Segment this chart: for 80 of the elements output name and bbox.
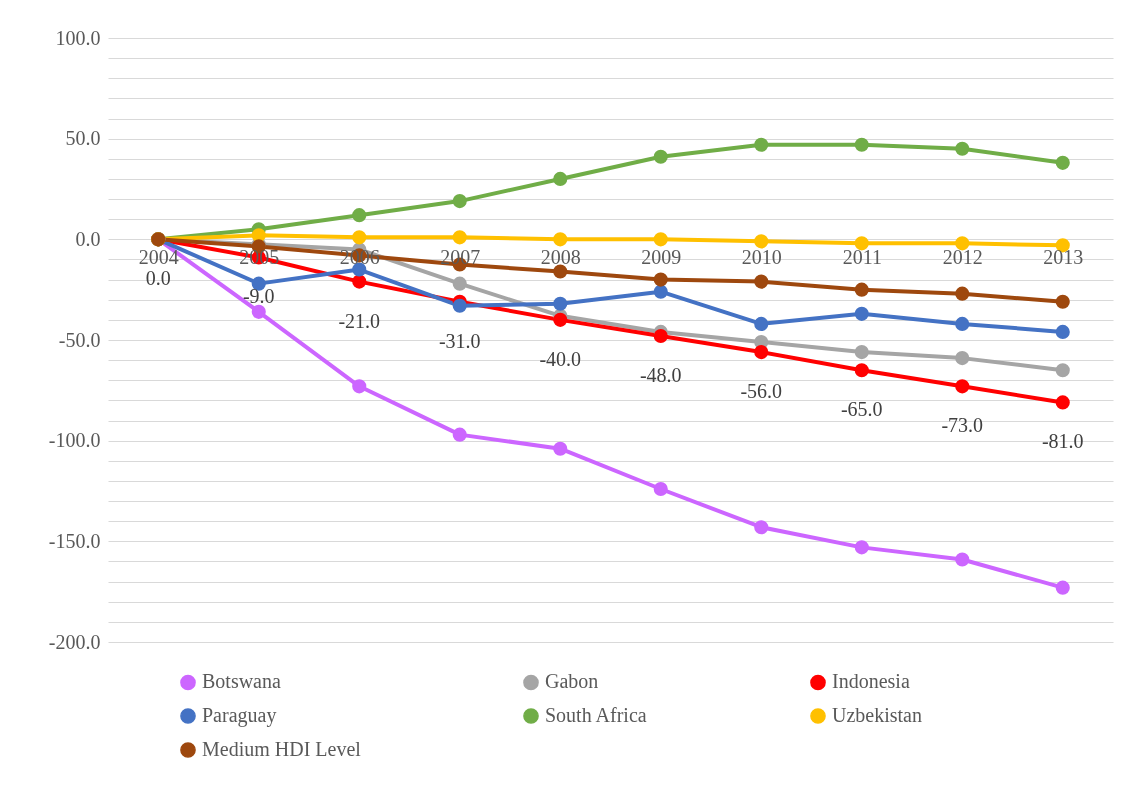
data-label: 0.0 [145,267,171,290]
y-tick-label: 0.0 [75,227,101,250]
x-tick-label: 2011 [842,245,882,268]
y-tick-label: -200.0 [48,630,101,653]
data-label: -48.0 [639,363,682,386]
point [955,316,970,331]
point [553,441,568,456]
y-tick-label: 100.0 [55,26,101,49]
point [352,274,367,289]
point [553,264,568,279]
y-tick-label: -50.0 [58,328,101,351]
x-tick-label: 2006 [339,245,380,268]
x-tick-label: 2009 [641,245,682,268]
data-label: -56.0 [740,380,783,403]
x-tick-label: 2010 [741,245,782,268]
point [352,208,367,223]
x-tick-label: 2004 [138,245,179,268]
point [452,230,467,245]
point [854,540,869,555]
point [1055,294,1070,309]
point [653,272,668,287]
point [553,171,568,186]
point [955,351,970,366]
data-label: -73.0 [941,414,984,437]
point [452,276,467,291]
point [251,304,266,319]
point [653,328,668,344]
legend-label: Paraguay [202,704,277,727]
point [553,312,568,327]
point [754,316,769,331]
legend-label: Gabon [545,670,599,693]
y-tick-label: 50.0 [65,127,101,150]
point [754,345,769,360]
point [955,286,970,301]
point [1055,324,1070,339]
point [352,230,367,245]
point [1055,363,1070,378]
point [553,296,568,311]
point [854,236,869,251]
x-tick-label: 2012 [942,245,983,268]
point [955,379,970,394]
point [754,274,769,289]
data-label: -21.0 [338,309,381,332]
point [1055,580,1070,595]
data-label: -31.0 [438,329,481,352]
legend-label: South Africa [545,704,647,726]
y-tick-label: -100.0 [48,429,101,452]
point [452,194,467,209]
x-tick-label: 2008 [540,245,581,268]
data-label: -9.0 [242,285,275,308]
point [452,427,467,442]
point [1055,155,1070,170]
point [754,520,769,535]
point [754,137,769,152]
data-label: -40.0 [539,347,582,370]
point [854,306,869,321]
legend-label: Botswana [202,670,281,693]
point [352,379,367,394]
point [452,298,467,313]
x-tick-label: 2013 [1043,245,1084,268]
data-label: -81.0 [1041,430,1084,453]
point [955,552,970,567]
point [854,282,869,297]
point [1055,395,1070,410]
legend-label: Indonesia [832,670,910,693]
point [955,236,970,251]
y-tick-label: -150.0 [48,529,101,552]
point [553,232,568,247]
point [653,481,668,497]
point [955,141,970,156]
point [653,232,668,247]
point [854,137,869,152]
legend-label: Uzbekistan [832,704,922,726]
data-label: -65.0 [840,398,883,421]
point [754,234,769,249]
point [854,363,869,378]
point [653,149,668,164]
legend-label: Medium HDI Level [202,738,362,760]
point [653,284,668,299]
point [854,345,869,360]
